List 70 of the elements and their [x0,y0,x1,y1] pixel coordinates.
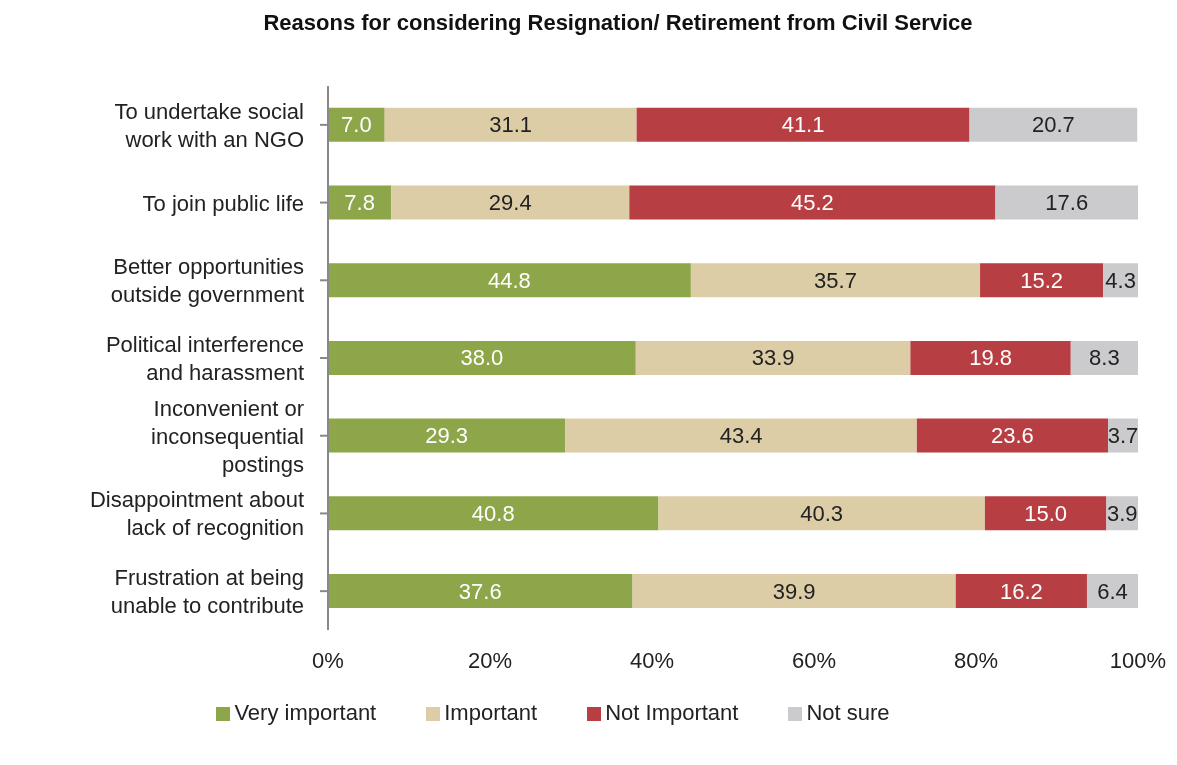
data-label: 17.6 [1045,189,1089,215]
data-label: 38.0 [460,345,504,371]
legend-label: Important [444,700,538,725]
data-label: 15.2 [1020,267,1064,293]
y-tick-label: Frustration at being unable to contribute [110,564,304,618]
bar [565,418,917,453]
bar [632,574,956,609]
data-label: 6.4 [1097,578,1128,604]
y-tick-label: Inconvenient or inconsequential postings [151,395,304,477]
data-label: 20.7 [1031,112,1075,138]
x-tick-label: 80% [953,647,999,673]
data-label: 16.2 [999,578,1043,604]
data-label: 3.9 [1106,500,1138,526]
data-label: 40.3 [800,500,844,526]
data-label: 29.4 [488,189,532,215]
data-label: 35.7 [814,267,857,293]
bar [635,340,911,375]
bar [910,340,1071,375]
y-tick-label: Disappointment about lack of recognition [89,486,304,540]
bar [980,263,1104,298]
bar [328,107,385,142]
x-tick-label: 40% [629,647,675,673]
bar [995,185,1138,220]
data-label: 40.8 [471,500,515,526]
data-label: 29.3 [425,423,469,449]
bar [328,574,633,609]
data-label: 4.3 [1105,267,1136,293]
y-tick-label: To undertake social work with an NGO [114,98,304,152]
data-label: 15.0 [1024,500,1068,526]
bar [384,107,637,142]
x-tick-label: 60% [791,647,837,673]
data-label: 7.8 [344,189,375,215]
data-label: 41.1 [781,112,825,138]
data-label: 39.9 [772,578,816,604]
bar [328,496,659,531]
bar [969,107,1138,142]
bar [955,574,1087,609]
bar [916,418,1109,453]
data-label: 43.4 [719,423,763,449]
bar [328,418,566,453]
data-label: 37.6 [458,578,502,604]
bar [328,340,636,375]
data-label: 33.9 [751,345,795,371]
bar [629,185,996,220]
data-label: 23.6 [991,423,1034,449]
data-label: 44.8 [488,267,531,293]
bar [984,496,1107,531]
bar [1070,340,1138,375]
data-label: 3.7 [1107,423,1139,449]
y-tick-label: Better opportunities outside government [110,253,304,307]
x-tick-label: 20% [467,647,513,673]
y-tick-label: To join public life [142,190,304,216]
bar [690,263,981,298]
bar [391,185,630,220]
bar [636,107,970,142]
x-tick-label: 100% [1109,647,1167,673]
y-tick-label: Political interference and harassment [105,331,304,385]
data-label: 19.8 [969,345,1012,371]
data-label: 7.0 [341,112,372,138]
bar [328,185,392,220]
bar [328,263,691,298]
legend-label: Not sure [806,700,890,725]
bar [658,496,985,531]
x-tick-label: 0% [312,647,344,673]
chart-title: Reasons for considering Resignation/ Retirement from Civil Service [262,10,974,36]
data-label: 8.3 [1089,345,1120,371]
data-label: 45.2 [790,189,834,215]
data-label: 31.1 [489,112,533,138]
legend-label: Very important [234,700,377,725]
legend-label: Not Important [605,700,739,725]
